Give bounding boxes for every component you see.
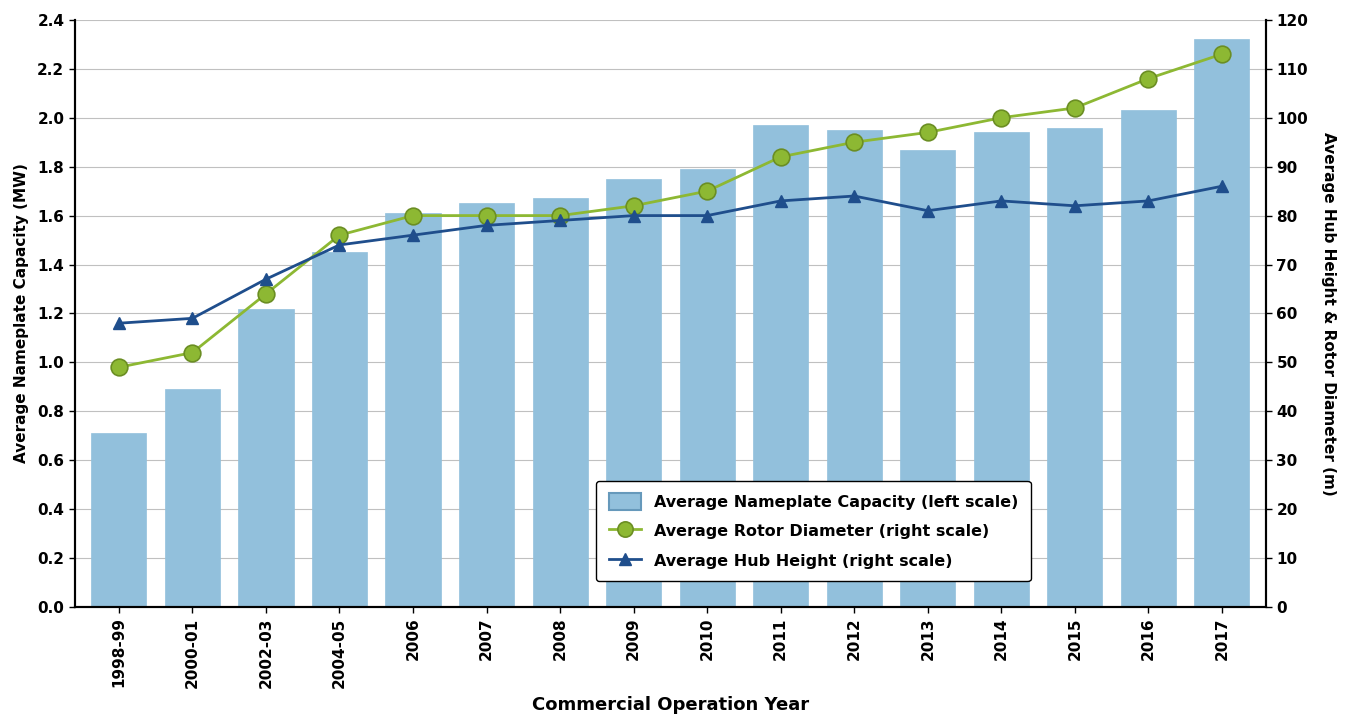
Bar — [532, 199, 587, 607]
Bar — [679, 169, 734, 607]
Bar — [606, 179, 662, 607]
Bar — [459, 203, 514, 607]
X-axis label: Commercial Operation Year: Commercial Operation Year — [532, 696, 809, 714]
Bar — [1048, 127, 1103, 607]
Bar — [826, 130, 882, 607]
Bar — [1195, 39, 1250, 607]
Bar — [386, 213, 440, 607]
Legend: Average Nameplate Capacity (left scale), Average Rotor Diameter (right scale), A: Average Nameplate Capacity (left scale),… — [597, 480, 1030, 582]
Bar — [753, 125, 809, 607]
Y-axis label: Average Nameplate Capacity (MW): Average Nameplate Capacity (MW) — [14, 164, 28, 464]
Bar — [900, 149, 956, 607]
Bar — [239, 309, 293, 607]
Bar — [312, 253, 367, 607]
Y-axis label: Average Hub Height & Rotor Diameter (m): Average Hub Height & Rotor Diameter (m) — [1322, 132, 1336, 495]
Bar — [165, 389, 220, 607]
Bar — [973, 132, 1029, 607]
Bar — [92, 433, 146, 607]
Bar — [1120, 111, 1176, 607]
